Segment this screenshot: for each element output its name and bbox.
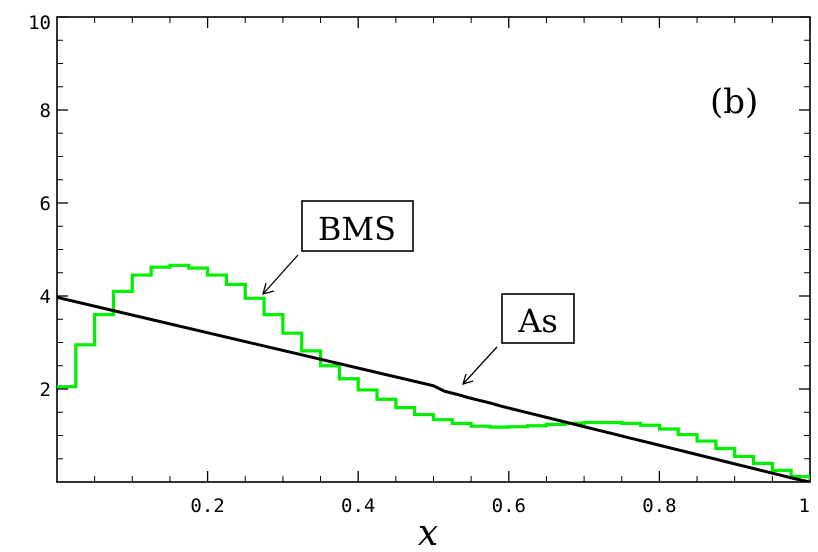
y-tick-label: 2 (40, 379, 51, 401)
x-tick-label: 0.6 (492, 495, 526, 517)
series-line-bms (57, 263, 810, 482)
axis-ticks (57, 16, 811, 482)
bms-arrow-head (262, 282, 275, 295)
panel-label: (b) (710, 82, 758, 122)
y-tick-label: 10 (28, 12, 51, 34)
x-tick-label: 0.4 (341, 495, 375, 517)
as-arrow-line (462, 346, 498, 385)
series-line-as (57, 295, 810, 482)
y-tick-label: 4 (40, 286, 51, 308)
bms-label: BMS (318, 210, 396, 248)
plot-frame (56, 16, 811, 483)
as-arrow-head (462, 373, 474, 385)
bms-annotation: BMS (262, 200, 414, 295)
x-axis-title: x (418, 513, 438, 552)
x-tick-label: 0.8 (642, 495, 676, 517)
as-annotation: As (462, 293, 575, 385)
as-label: As (517, 302, 558, 340)
bms-label-box (301, 200, 414, 252)
series-layer (57, 263, 810, 482)
as-label-box (501, 293, 575, 344)
x-tick-label: 0.2 (190, 495, 224, 517)
y-tick-label: 6 (40, 193, 51, 215)
bms-arrow-line (262, 254, 299, 295)
axis-tick-labels: 0.2 0.4 0.6 0.8 1 2 4 6 8 10 (28, 12, 810, 517)
y-tick-label: 8 (40, 100, 51, 122)
x-tick-label: 1 (799, 495, 810, 517)
